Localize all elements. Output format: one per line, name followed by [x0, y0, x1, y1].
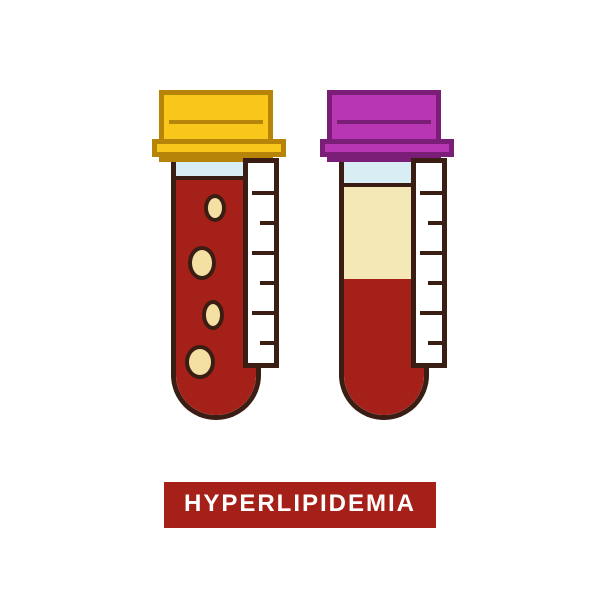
scale-tick — [428, 221, 442, 225]
tube-cap — [159, 90, 273, 162]
measurement-scale — [243, 158, 279, 368]
lipid-droplet — [188, 246, 216, 280]
scale-tick — [260, 341, 274, 345]
cap-band — [320, 139, 454, 157]
cap-inner-line — [169, 120, 263, 124]
scale-tick — [420, 311, 442, 315]
scale-tick — [260, 281, 274, 285]
scale-tick — [252, 311, 274, 315]
tubes-row — [0, 90, 600, 420]
lipid-droplet — [204, 194, 226, 222]
lipid-droplet — [185, 345, 215, 379]
scale-tick — [428, 281, 442, 285]
scale-tick — [420, 191, 442, 195]
cap-band — [152, 139, 286, 157]
test-tube-1 — [156, 90, 276, 420]
scale-tick — [252, 191, 274, 195]
label-text: HYPERLIPIDEMIA — [184, 490, 416, 517]
label-banner: HYPERLIPIDEMIA — [164, 482, 436, 528]
scale-tick — [420, 251, 442, 255]
diagram-canvas: HYPERLIPIDEMIA — [0, 0, 600, 600]
cap-inner-line — [337, 120, 431, 124]
tube-cap — [327, 90, 441, 162]
measurement-scale — [411, 158, 447, 368]
scale-tick — [260, 221, 274, 225]
lipid-droplet — [202, 300, 224, 330]
test-tube-2 — [324, 90, 444, 420]
scale-tick — [252, 251, 274, 255]
scale-tick — [428, 341, 442, 345]
